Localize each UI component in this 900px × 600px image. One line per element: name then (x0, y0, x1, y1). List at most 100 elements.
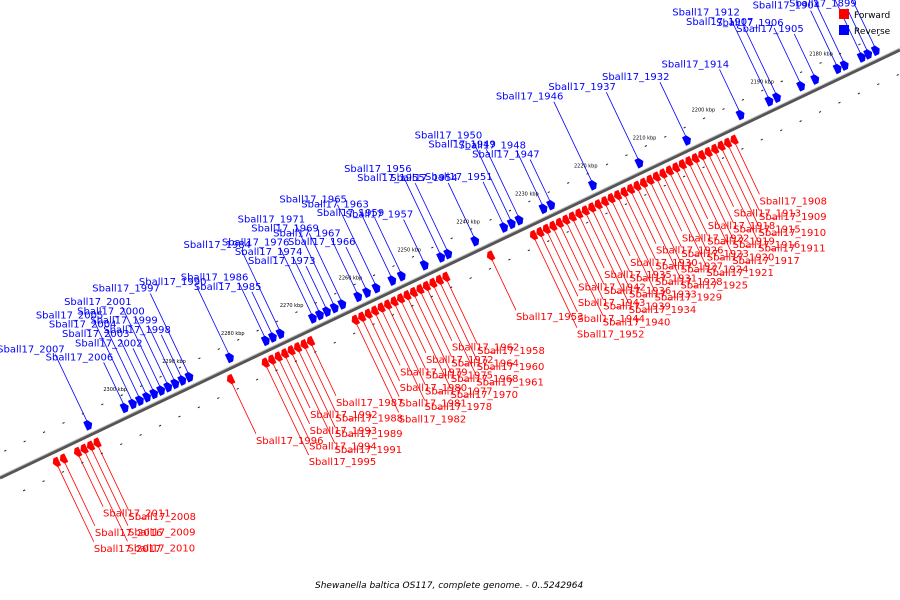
gene-label-Sball17_2010: Sball17_2010 (128, 543, 196, 554)
kbp-ticks: 2180 kbp 2190 kbp 2200 kbp 2210 kbp 2220 kbp… (103, 51, 832, 393)
gene-arrow-Sball17_1993 (274, 351, 284, 362)
gene-label-Sball17_1970: Sball17_1970 (450, 390, 518, 401)
connector-Sball17_1918 (683, 168, 709, 220)
track-dash (450, 237, 453, 240)
gene-arrow-Sball17_1932 (681, 135, 691, 146)
connector-Sball17_1915 (702, 158, 734, 223)
genome-backbone (0, 48, 900, 480)
gene-label-Sball17_1915: Sball17_1915 (733, 224, 801, 235)
gene-label-Sball17_1968: Sball17_1968 (451, 374, 519, 385)
connector-Sball17_1937 (605, 92, 639, 160)
gene-label-Sball17_1982: Sball17_1982 (399, 414, 467, 425)
connector-Sball17_1906 (773, 27, 801, 83)
gene-arrow-Sball17_1957 (419, 260, 429, 271)
connector-Sball17_1943 (547, 232, 579, 297)
connector-Sball17_1955 (414, 182, 448, 251)
gene-arrow-Sball17_1981 (358, 311, 367, 322)
gene-arrow-Sball17_1908 (730, 134, 739, 145)
gene-arrow-Sball17_1935 (575, 208, 584, 219)
connector-Sball17_1998 (160, 334, 182, 377)
connector-Sball17_1988 (305, 348, 336, 412)
connector-Sball17_1935 (579, 217, 605, 269)
gene-arrow-Sball17_1921 (659, 168, 668, 179)
connector-Sball17_1931 (599, 208, 630, 272)
gene-arrow-Sball17_1996 (226, 373, 236, 385)
legend-forward-label: Forward (854, 11, 890, 21)
gene-label-Sball17_1952: Sball17_1952 (577, 330, 645, 341)
gene-label-Sball17_1964: Sball17_1964 (451, 358, 519, 369)
track-dash (741, 147, 744, 150)
gene-arrow-Sball17_1910 (717, 140, 726, 151)
connector-Sball17_1962 (427, 289, 453, 341)
track-dash (294, 360, 298, 363)
track-dash (644, 194, 647, 196)
track-dash (61, 470, 65, 473)
genome-backbone-highlight (0, 47, 900, 477)
gene-label-Sball17_1930: Sball17_1930 (630, 258, 698, 269)
track-dash (488, 267, 492, 270)
track-dash (198, 357, 201, 360)
connector-Sball17_1957 (403, 219, 424, 262)
track-dash (217, 348, 221, 351)
track-dash (721, 157, 725, 159)
gene-arrow-Sball17_1907 (771, 92, 781, 104)
connector-Sball17_1921 (663, 177, 707, 267)
gene-arrow-Sball17_1970 (403, 289, 412, 301)
gene-arrow-Sball17_2006 (119, 402, 129, 414)
connector-Sball17_1956 (401, 173, 441, 254)
gene-label-Sball17_1905: Sball17_1905 (736, 24, 804, 35)
kbp-tick-label: 2200 kbp (692, 107, 716, 113)
gene-label-Sball17_1995: Sball17_1995 (309, 457, 377, 468)
connector-Sball17_1923 (650, 183, 682, 248)
gene-label-Sball17_1921: Sball17_1921 (706, 268, 774, 279)
gene-label-Sball17_1906: Sball17_1906 (716, 18, 784, 29)
gene-label-Sball17_2003: Sball17_2003 (62, 329, 130, 340)
gene-label-Sball17_1955: Sball17_1955 (357, 173, 425, 184)
connector-Sball17_1969 (308, 233, 342, 301)
track-dash (23, 440, 26, 443)
gene-labels: Sball17_1899Sball17_1896Sball17_1898Sbal… (0, 0, 857, 555)
gene-arrow-Sball17_1937 (634, 158, 644, 169)
gene-label-Sball17_1908: Sball17_1908 (759, 196, 827, 207)
connector-Sball17_1914 (719, 69, 740, 112)
connector-Sball17_1999 (147, 325, 175, 380)
connector-Sball17_1917 (689, 165, 733, 254)
connector-Sball17_1978 (382, 311, 425, 401)
connector-Sball17_1986 (238, 282, 265, 337)
kbp-tick-label: 2290 kbp (162, 359, 186, 365)
connector-Sball17_1946 (553, 101, 592, 182)
gene-arrow-Sball17_1944 (536, 226, 545, 238)
gene-arrow-Sball17_1924 (639, 177, 649, 188)
connector-Sball17_1929 (612, 202, 655, 291)
gene-label-Sball17_1911: Sball17_1911 (758, 244, 826, 255)
kbp-tick-label: 2230 kbp (515, 191, 539, 197)
track-dash (857, 92, 861, 95)
gene-arrow-Sball17_1948 (538, 203, 548, 215)
gene-arrow-Sball17_1995 (261, 357, 271, 368)
track-dash (799, 71, 803, 74)
connector-Sball17_1948 (516, 150, 543, 205)
connector-Sball17_1934 (586, 214, 630, 304)
track-dash (411, 304, 414, 307)
connector-Sball17_1913 (709, 155, 734, 207)
gene-label-Sball17_2000: Sball17_2000 (77, 306, 145, 317)
gene-arrow-Sball17_2010 (80, 443, 89, 454)
track-dash (877, 83, 880, 86)
connector-Sball17_1965 (337, 204, 376, 285)
connector-Sball17_1989 (298, 351, 336, 428)
connector-Sball17_1993 (279, 360, 310, 424)
connector-Sball17_2000 (134, 316, 168, 384)
track-dash (702, 166, 705, 169)
gene-arrow-Sball17_1964 (416, 283, 425, 295)
connector-Sball17_2002 (132, 348, 154, 390)
track-dash (624, 203, 628, 206)
gene-arrow-Sball17_1923 (646, 174, 655, 185)
gene-arrow-Sball17_2002 (149, 388, 159, 400)
connector-Sball17_1928 (618, 198, 656, 276)
gene-label-Sball17_1979: Sball17_1979 (400, 367, 468, 378)
connector-Sball17_1930 (605, 205, 631, 257)
gene-arrow-Sball17_1911 (711, 143, 720, 154)
connector-Sball17_1933 (592, 211, 630, 288)
gene-arrow-Sball17_1951 (499, 222, 509, 233)
gene-arrow-Sball17_1990 (224, 352, 234, 364)
